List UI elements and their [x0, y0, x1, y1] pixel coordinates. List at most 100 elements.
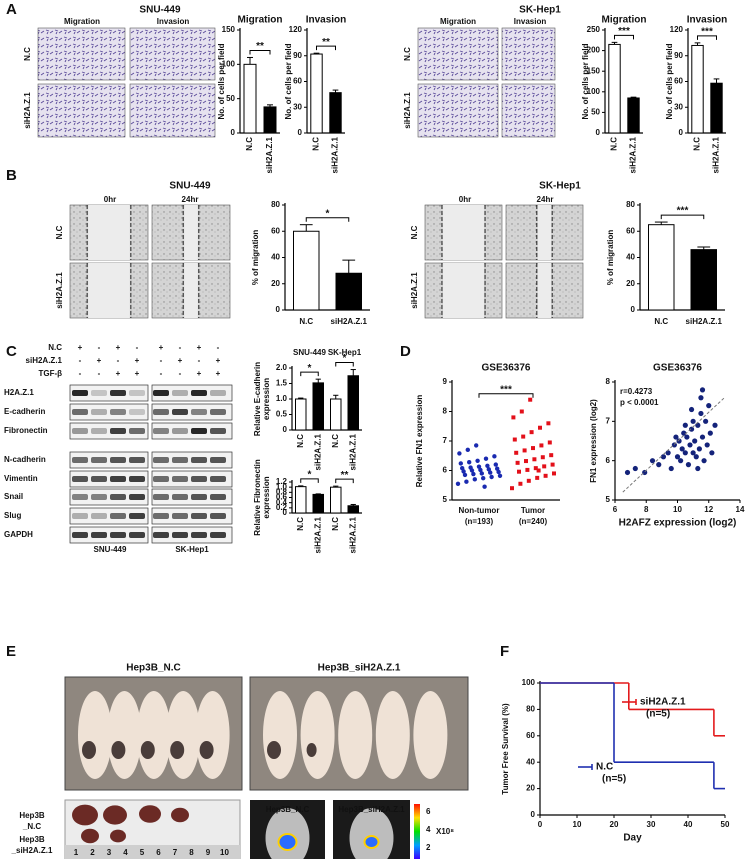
x-tick-label: N.C [296, 517, 305, 531]
x-tick-label: siH2A.Z.1 [313, 516, 322, 553]
data-point [682, 450, 688, 456]
mouse [375, 691, 410, 779]
y-tick-label: 0 [231, 128, 236, 137]
blot-band [153, 494, 169, 500]
significance-bracket [335, 478, 354, 484]
blot-band [129, 390, 145, 396]
x-axis-label: H2AFZ expression (log2) [619, 518, 737, 529]
y-tick-label: 20 [271, 279, 280, 288]
colorbar [414, 804, 420, 859]
y-tick-label: 30 [674, 102, 683, 111]
data-point [528, 397, 533, 402]
y-tick-label: 150 [587, 66, 601, 75]
y-tick-label: 250 [587, 25, 601, 34]
x-tick-label: N.C [299, 317, 313, 326]
data-point [692, 438, 698, 444]
micrograph [501, 27, 556, 81]
condition-sign: - [198, 356, 201, 365]
data-point [695, 465, 701, 472]
blot-band [72, 390, 88, 396]
blot-strip [69, 507, 149, 525]
significance-bracket [300, 371, 319, 377]
blot-band [91, 476, 107, 482]
y-tick-label: 0 [283, 425, 288, 434]
data-point [684, 434, 690, 440]
significance-bracket [305, 217, 350, 222]
significance-bracket [660, 214, 705, 220]
x-tick-label: N.C [331, 434, 340, 448]
bar [329, 92, 342, 134]
mouse [107, 691, 142, 779]
data-point [519, 409, 524, 414]
trend-line [622, 397, 725, 493]
wound-gap [88, 263, 130, 318]
condition-sign: + [178, 356, 183, 365]
y-tick-label: 120 [289, 25, 303, 34]
blot-band [129, 494, 145, 500]
data-point [526, 478, 531, 483]
tumor-row-label: _siH2A.Z.1 [11, 846, 53, 855]
panel-label: F [500, 643, 509, 660]
photo-title: Hep3B_N.C [126, 663, 180, 674]
imaging-title: Hep3B_N.C [266, 805, 310, 814]
y-tick-label: 150 [222, 25, 236, 34]
y-tick-label: 8 [443, 407, 448, 416]
data-point [696, 446, 702, 452]
x-tick-label: 40 [684, 820, 693, 829]
blot-band [172, 457, 188, 463]
panel-label: B [6, 167, 17, 184]
panel-label: E [6, 643, 16, 660]
y-tick-label: 120 [670, 25, 684, 34]
blot-band [210, 457, 226, 463]
y-tick-label: 0.8 [276, 487, 288, 496]
y-axis-label: % of migration [251, 230, 260, 286]
x-tick-label: 10 [673, 505, 682, 514]
blot-band [172, 390, 188, 396]
legend-note: (n=5) [602, 774, 626, 785]
data-point [476, 464, 482, 469]
data-point [624, 469, 631, 476]
blot-strip [69, 451, 149, 469]
column-header: Invasion [514, 17, 547, 26]
x-tick-note: (n=240) [519, 517, 548, 526]
blot-band [172, 409, 188, 415]
y-axis-label: Relative FN1 expression [415, 395, 424, 488]
data-point [673, 434, 679, 440]
data-point [701, 458, 707, 464]
data-point [698, 410, 704, 417]
data-point [660, 454, 667, 460]
data-point [681, 430, 687, 436]
y-tick-label: 40 [526, 757, 535, 766]
significance-label: *** [500, 384, 512, 395]
data-point [699, 387, 706, 393]
data-point [707, 430, 713, 436]
data-point [525, 467, 530, 472]
column-header: 0hr [459, 195, 471, 204]
blot-band [91, 513, 107, 519]
mouse [166, 691, 201, 779]
bar [330, 398, 342, 431]
condition-sign: + [97, 356, 102, 365]
blot-strip [69, 470, 149, 488]
data-point [472, 477, 477, 482]
condition-sign: - [179, 369, 182, 378]
data-point [678, 458, 684, 464]
blot-band [129, 409, 145, 415]
data-point [497, 473, 503, 479]
significance-label: ** [322, 37, 330, 48]
panel-label: C [6, 343, 17, 360]
blot-band [129, 476, 145, 482]
condition-sign: - [136, 343, 139, 352]
blot-band [172, 428, 188, 434]
chart-title: GSE36376 [482, 363, 531, 374]
data-point [524, 459, 528, 464]
significance-bracket [478, 393, 534, 398]
y-tick-label: 0.4 [276, 498, 288, 507]
significance-label: ** [256, 41, 264, 52]
condition-sign: + [159, 343, 164, 352]
bar [312, 382, 324, 431]
data-point [515, 460, 520, 465]
colorbar-tick: 6 [426, 807, 431, 816]
micrograph [37, 27, 126, 81]
x-tick-label: siH2A.Z.1 [265, 136, 274, 173]
